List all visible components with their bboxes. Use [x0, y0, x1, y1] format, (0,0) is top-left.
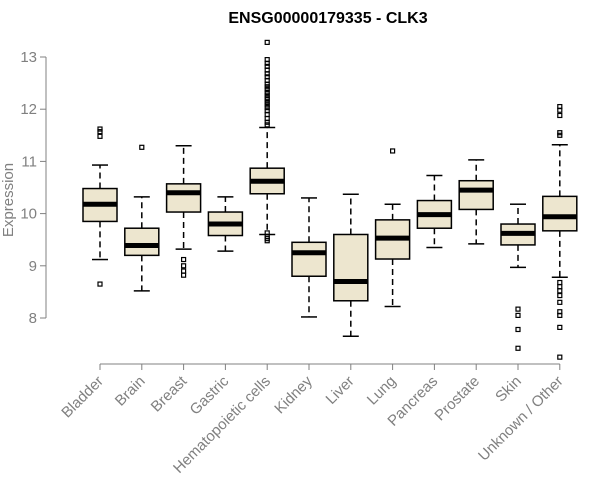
outlier-point — [390, 148, 396, 154]
x-tick-label: Prostate — [431, 373, 483, 425]
y-axis: 8 9 10 11 12 13 — [20, 49, 47, 327]
outlier-point — [515, 306, 521, 312]
plot-area — [82, 39, 578, 360]
x-tick-label: Lung — [364, 373, 400, 409]
outlier-point — [264, 39, 270, 45]
x-tick-label: Bladder — [58, 373, 107, 422]
iqr-box — [542, 195, 578, 232]
y-tick-label: 9 — [29, 258, 37, 275]
outlier-point — [557, 299, 563, 305]
iqr-box — [124, 227, 160, 257]
outlier-point — [557, 103, 563, 110]
x-tick-label: Breast — [148, 372, 191, 415]
outlier-point — [264, 230, 270, 236]
outlier-point — [264, 57, 270, 63]
outlier-point — [264, 99, 270, 106]
outlier-point — [557, 324, 563, 330]
x-tick-label: Skin — [492, 373, 525, 406]
outlier-point — [515, 345, 521, 351]
outlier-point — [557, 279, 563, 286]
box-group — [416, 174, 453, 249]
box-group — [542, 103, 578, 360]
outlier-point — [181, 256, 187, 263]
iqr-box — [165, 183, 202, 213]
outlier-point — [515, 312, 521, 318]
outlier-point — [264, 122, 270, 128]
box-group — [500, 203, 536, 351]
outlier-point — [557, 132, 563, 138]
box-group — [82, 126, 118, 287]
x-tick-label: Kidney — [271, 372, 316, 417]
outlier-point — [557, 354, 563, 360]
outlier-point — [557, 284, 563, 290]
outlier-point — [264, 84, 270, 90]
outlier-point — [97, 126, 103, 132]
chart-title: ENSG00000179335 - CLK3 — [228, 10, 427, 27]
box-group — [207, 196, 244, 252]
x-tick-label: Liver — [323, 373, 358, 408]
outlier-point — [181, 272, 187, 278]
outlier-point — [264, 115, 270, 122]
outlier-point — [264, 86, 270, 92]
y-tick-label: 11 — [21, 153, 37, 170]
y-tick-label: 8 — [29, 310, 37, 327]
outlier-point — [515, 326, 521, 333]
outlier-point — [557, 288, 563, 294]
outlier-point — [264, 102, 270, 108]
box-group — [249, 39, 285, 244]
y-axis-label: Expression — [0, 163, 17, 237]
y-tick-label: 10 — [20, 206, 37, 223]
outlier-point — [264, 108, 270, 114]
outlier-point — [264, 89, 270, 96]
box-group — [333, 193, 369, 338]
outlier-point — [557, 112, 563, 119]
outlier-point — [264, 63, 270, 69]
box-group — [124, 144, 160, 292]
iqr-box — [291, 241, 327, 277]
box-group — [374, 148, 411, 308]
iqr-box — [458, 179, 494, 211]
outlier-point — [181, 263, 187, 269]
outlier-point — [557, 309, 563, 315]
x-tick-label: Brain — [112, 373, 149, 410]
outlier-point — [264, 105, 270, 111]
box-group — [165, 144, 202, 278]
outlier-point — [557, 130, 563, 136]
box-group — [291, 197, 327, 318]
outlier-point — [97, 281, 103, 287]
outlier-point — [97, 129, 103, 135]
outlier-point — [264, 95, 270, 101]
y-tick-label: 13 — [20, 49, 37, 66]
outlier-point — [97, 133, 103, 139]
iqr-box — [333, 233, 369, 302]
outlier-point — [139, 144, 145, 150]
outlier-point — [264, 74, 270, 80]
outlier-point — [181, 268, 187, 274]
y-tick-label: 12 — [20, 101, 37, 118]
outlier-point — [557, 292, 563, 299]
box-group — [458, 159, 494, 245]
outlier-point — [264, 92, 270, 98]
